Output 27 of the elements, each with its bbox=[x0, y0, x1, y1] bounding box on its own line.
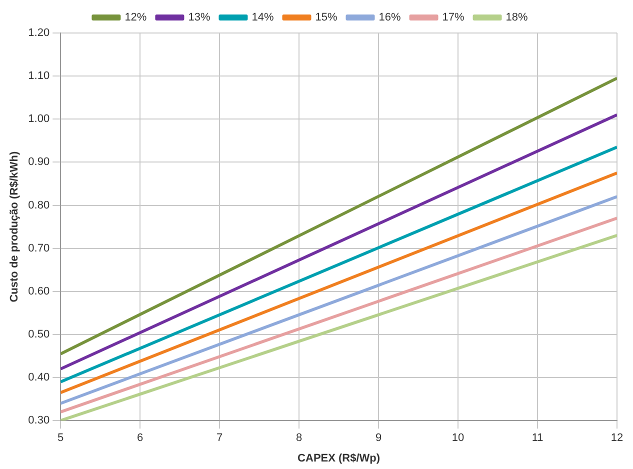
legend-label: 12% bbox=[124, 12, 147, 24]
y-tick-label: 0.60 bbox=[28, 285, 50, 298]
y-tick-label: 0.80 bbox=[28, 199, 50, 212]
legend-label: 14% bbox=[252, 12, 274, 24]
legend-label: 16% bbox=[378, 12, 401, 24]
x-axis-title: CAPEX (R$/Wp) bbox=[298, 452, 380, 464]
y-tick-label: 0.50 bbox=[28, 328, 50, 340]
y-tick-label: 1.10 bbox=[28, 70, 50, 82]
y-axis-title: Custo de produção (R$/kWh) bbox=[8, 150, 21, 302]
x-tick-label: 11 bbox=[532, 432, 544, 444]
legend-label: 13% bbox=[188, 12, 210, 24]
y-tick-label: 1.00 bbox=[28, 113, 50, 126]
y-tick-label: 1.20 bbox=[28, 27, 50, 40]
y-tick-label: 0.70 bbox=[28, 242, 50, 254]
legend-label: 17% bbox=[442, 12, 465, 24]
x-tick-label: 6 bbox=[137, 432, 144, 444]
x-tick-label: 9 bbox=[375, 432, 382, 444]
y-tick-label: 0.90 bbox=[28, 156, 50, 168]
y-tick-label: 0.30 bbox=[28, 414, 50, 427]
x-tick-label: 8 bbox=[296, 432, 302, 444]
x-tick-label: 7 bbox=[216, 432, 223, 444]
y-tick-label: 0.40 bbox=[28, 372, 50, 384]
x-tick-label: 5 bbox=[58, 432, 64, 444]
legend-label: 18% bbox=[506, 12, 528, 24]
legend-label: 15% bbox=[315, 12, 338, 24]
x-tick-label: 10 bbox=[452, 432, 464, 444]
x-tick-label: 12 bbox=[610, 432, 624, 444]
